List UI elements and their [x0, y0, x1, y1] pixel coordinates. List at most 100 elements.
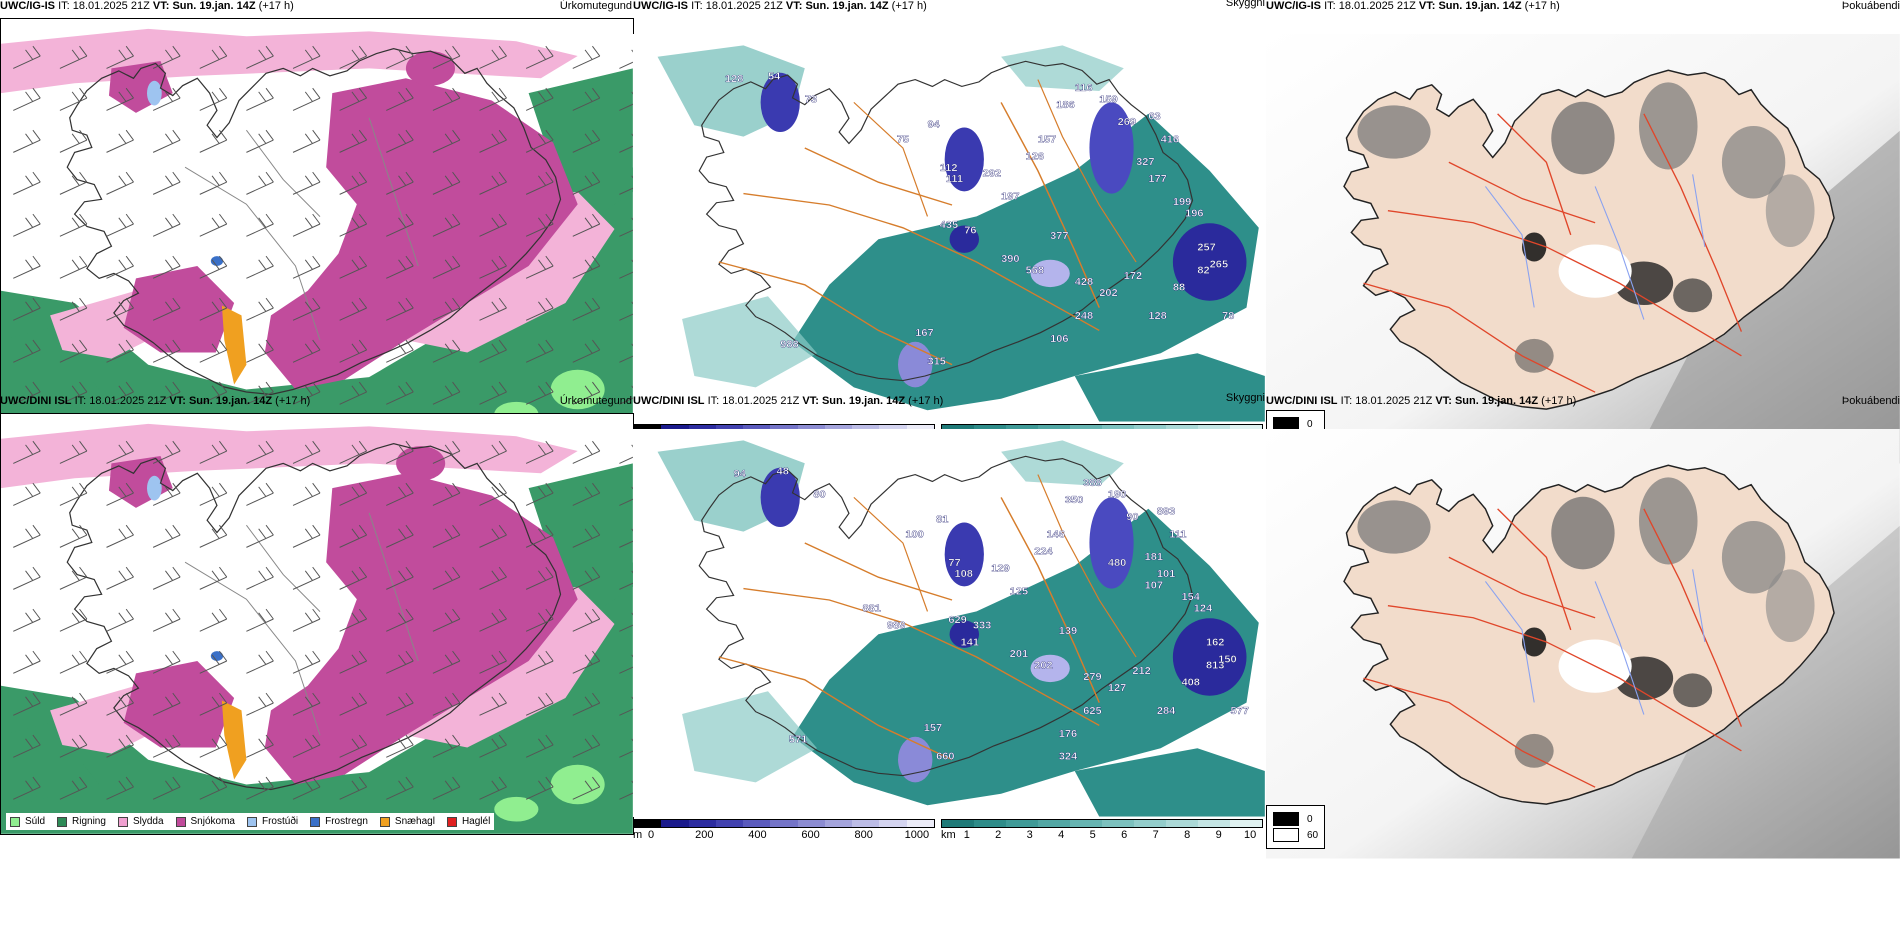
- vt-label: VT:: [1418, 0, 1436, 12]
- ceiling-label: 150: [1218, 654, 1236, 666]
- vt-label: VT:: [152, 0, 170, 12]
- ceiling-label: 197: [1001, 191, 1019, 203]
- cloud-base-unit: m: [633, 829, 643, 841]
- ceiling-label: 315: [927, 356, 945, 368]
- model-name: UWC/DINI ISL: [633, 395, 705, 407]
- fog-indicator-panel: UWC/DINI ISL IT: 18.01.2025 21Z VT: Sun.…: [1266, 395, 1900, 859]
- ceiling-label: 82: [1197, 265, 1209, 277]
- ceiling-label: 629: [948, 614, 966, 626]
- fog-legend-label: 60: [1307, 829, 1319, 841]
- precip-legend-item: Frostregn: [310, 816, 368, 827]
- it-value: 18.01.2025 21Z: [89, 395, 167, 407]
- ceiling-label: 77: [948, 557, 960, 569]
- panel-title-precip: Úrkomutegund: [559, 395, 632, 407]
- ceiling-label: 100: [905, 529, 923, 541]
- precip-legend-swatch: [446, 816, 457, 827]
- ceiling-label: 350: [1065, 494, 1083, 506]
- ceiling-label: 201: [1010, 648, 1028, 660]
- fog-map-svg: [1266, 34, 1900, 464]
- run-header: UWC/DINI ISL IT: 18.01.2025 21Z VT: Sun.…: [0, 395, 310, 407]
- precip-legend-swatch: [175, 816, 186, 827]
- ceiling-label: 94: [927, 119, 939, 131]
- cloud-base-tick: 600: [801, 829, 820, 841]
- ceiling-label: 324: [1059, 751, 1077, 763]
- ceiling-label: 893: [1157, 506, 1175, 518]
- model-name: UWC/IG-IS: [1266, 0, 1321, 12]
- run-header: UWC/IG-IS IT: 18.01.2025 21Z VT: Sun. 19…: [633, 0, 927, 12]
- fog-legend-label: 0: [1307, 813, 1313, 825]
- ceiling-label: 75: [897, 134, 909, 146]
- ceiling-label: 577: [1231, 705, 1249, 717]
- visibility-map: 128 54 73 75 94 112 111 292 197 126 157 186 116 159 26…: [633, 34, 1265, 422]
- visibility-panel: UWC/DINI ISL IT: 18.01.2025 21Z VT: Sun.…: [633, 392, 1265, 853]
- it-label: IT:: [74, 395, 87, 407]
- ceiling-label: 377: [1050, 231, 1068, 243]
- ceiling-label: 408: [1181, 677, 1199, 689]
- ceiling-label: 88: [1173, 282, 1185, 294]
- precip-legend-label: Frostúði: [261, 816, 299, 827]
- visibility-tick: 2: [995, 829, 1002, 841]
- ceiling-label: 279: [1083, 671, 1101, 683]
- it-label: IT:: [691, 0, 703, 12]
- fog-map: [1266, 429, 1900, 859]
- ceiling-label: 112: [940, 162, 958, 174]
- visibility-tick: 4: [1058, 829, 1065, 841]
- precip-map: [0, 413, 634, 835]
- precip-legend-label: Haglél: [461, 816, 491, 827]
- ceiling-label: 128: [1148, 310, 1166, 322]
- ceiling-label: 428: [1075, 276, 1093, 288]
- ceiling-label: 571: [789, 734, 807, 746]
- fog-legend-item: 0: [1273, 812, 1318, 826]
- ceiling-label: 390: [1001, 253, 1019, 265]
- visibility-tick: 5: [1089, 829, 1096, 841]
- lead-time: (+17 h): [1541, 395, 1577, 407]
- ceiling-label: 989: [887, 620, 905, 632]
- precip-legend-swatch: [57, 816, 68, 827]
- vt-label: VT:: [785, 0, 803, 12]
- ceiling-label: 177: [1148, 174, 1166, 186]
- visibility-colorbar: km 1 2 3 4 5 6 7 8 9 10: [941, 819, 1263, 841]
- cloud-base-tick: 200: [695, 829, 714, 841]
- fog-map-svg: [1266, 429, 1900, 859]
- ceiling-label: 186: [1056, 99, 1074, 111]
- vt-value: Sun. 19.jan. 14Z: [821, 395, 906, 407]
- model-name: UWC/DINI ISL: [1266, 395, 1338, 407]
- visibility-colorbar-strip: [941, 819, 1263, 828]
- precip-legend-label: Frostregn: [325, 816, 368, 827]
- ceiling-label: 107: [1145, 580, 1163, 592]
- precip-legend-item: Snæhagl: [379, 816, 435, 827]
- visibility-tick: 6: [1121, 829, 1128, 841]
- run-header: UWC/DINI ISL IT: 18.01.2025 21Z VT: Sun.…: [1266, 395, 1576, 407]
- ceiling-label: 157: [1038, 134, 1056, 146]
- model-name: UWC/IG-IS: [0, 0, 55, 12]
- ceiling-label: 111: [1169, 529, 1186, 541]
- fog-legend: 0 60: [1266, 805, 1326, 849]
- ceiling-label: 196: [1185, 208, 1203, 220]
- lead-time: (+17 h): [908, 395, 944, 407]
- panel-title-fog: Þokuábendi: [1841, 395, 1900, 407]
- vt-value: Sun. 19.jan. 14Z: [172, 0, 256, 12]
- ceiling-label: 181: [1145, 551, 1163, 563]
- model-name: UWC/IG-IS: [633, 0, 688, 12]
- ceiling-label: 813: [1206, 660, 1224, 672]
- ceiling-label: 625: [1083, 705, 1101, 717]
- fog-legend-swatch: [1273, 812, 1299, 826]
- precip-legend-label: Slydda: [132, 816, 164, 827]
- it-value: 18.01.2025 21Z: [72, 0, 150, 12]
- ceiling-label: 568: [1026, 265, 1044, 277]
- run-header: UWC/IG-IS IT: 18.01.2025 21Z VT: Sun. 19…: [0, 0, 294, 12]
- ceiling-label: 199: [1173, 196, 1191, 208]
- ceiling-label: 257: [1197, 242, 1215, 254]
- ceiling-label: 73: [805, 94, 817, 106]
- ceiling-label: 128: [725, 73, 743, 85]
- precip-legend-swatch: [310, 816, 321, 827]
- ceiling-label: 202: [1034, 660, 1052, 672]
- ceiling-label: 190: [1108, 489, 1126, 501]
- ceiling-label: 81: [936, 514, 948, 526]
- cloud-base-tick: 0: [648, 829, 655, 841]
- precip-legend: Súld Rigning Slydda Snjókoma Frostúði Fr…: [6, 813, 495, 830]
- vt-value: Sun. 19.jan. 14Z: [188, 395, 273, 407]
- ceiling-label: 54: [768, 71, 780, 83]
- ceiling-label: 212: [1132, 665, 1150, 677]
